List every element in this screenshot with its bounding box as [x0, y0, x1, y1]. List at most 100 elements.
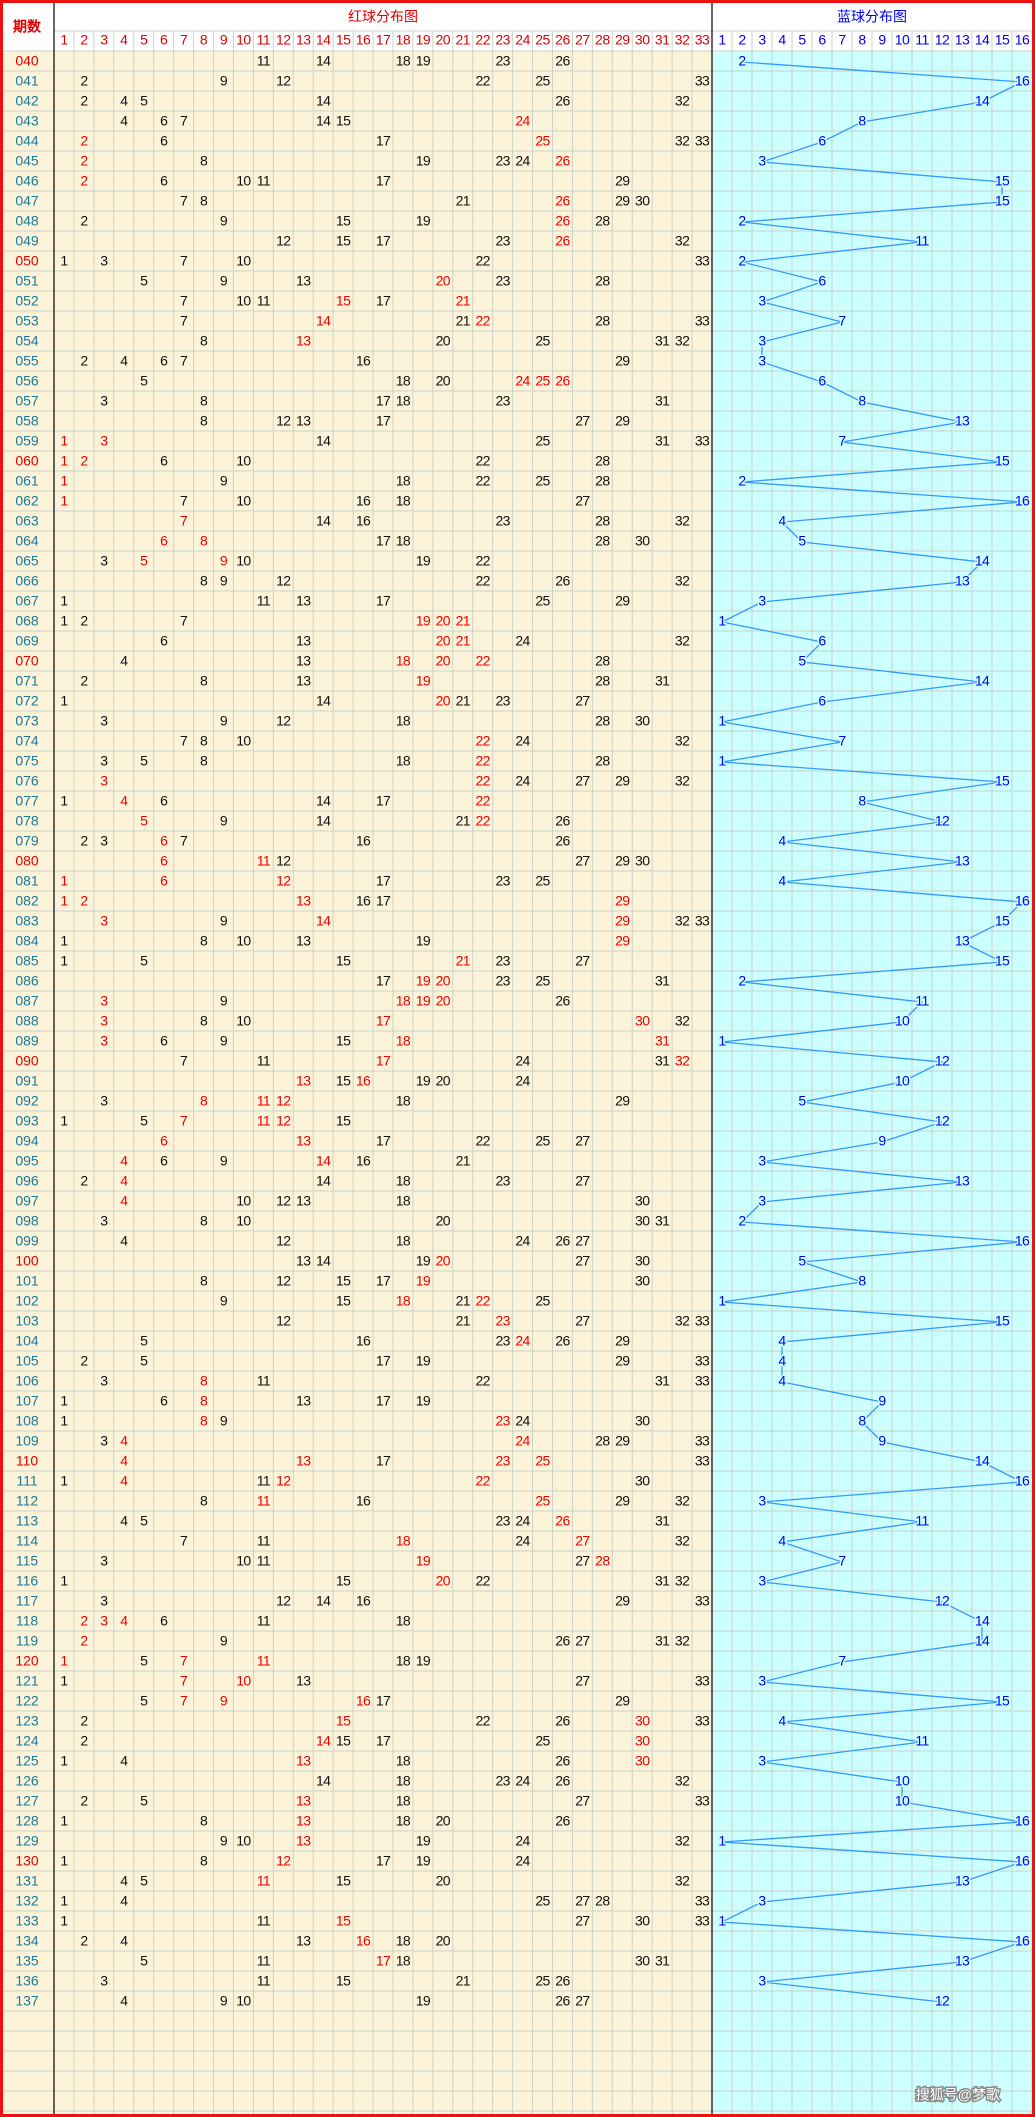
red-number: 11: [257, 1493, 271, 1509]
red-number: 27: [575, 1253, 590, 1269]
red-number: 33: [695, 1313, 710, 1329]
red-number: 15: [336, 1113, 351, 1129]
period: 117: [16, 1593, 39, 1609]
red-number: 25: [535, 1293, 550, 1309]
red-number: 18: [396, 1613, 411, 1629]
red-number: 18: [396, 1173, 411, 1189]
red-number: 21: [456, 953, 471, 969]
red-number: 19: [416, 993, 431, 1009]
red-number: 6: [160, 453, 168, 469]
red-number: 7: [180, 353, 188, 369]
red-number: 29: [615, 1493, 630, 1509]
red-number: 14: [316, 93, 331, 109]
period: 074: [15, 733, 39, 749]
red-number: 27: [575, 773, 590, 789]
red-number: 8: [200, 413, 208, 429]
red-number: 2: [80, 833, 88, 849]
red-column-label: 4: [120, 32, 128, 48]
period: 046: [15, 173, 39, 189]
red-number: 30: [635, 1713, 650, 1729]
blue-number: 3: [758, 293, 766, 309]
period: 118: [16, 1613, 39, 1629]
period: 113: [16, 1513, 39, 1529]
red-number: 3: [100, 1433, 108, 1449]
blue-number: 2: [738, 253, 746, 269]
red-number: 12: [276, 1473, 291, 1489]
red-number: 15: [336, 293, 351, 309]
blue-number: 15: [995, 453, 1010, 469]
red-number: 8: [200, 1853, 208, 1869]
red-number: 3: [100, 1033, 108, 1049]
blue-number: 9: [878, 1393, 886, 1409]
red-number: 21: [456, 193, 471, 209]
red-number: 27: [575, 693, 590, 709]
red-number: 1: [60, 253, 68, 269]
period: 094: [15, 1133, 39, 1149]
blue-number: 2: [738, 473, 746, 489]
red-number: 6: [160, 1153, 168, 1169]
red-number: 19: [416, 1553, 431, 1569]
red-number: 10: [236, 1993, 251, 2009]
red-number: 18: [396, 1193, 411, 1209]
red-number: 32: [675, 633, 690, 649]
red-number: 1: [60, 933, 68, 949]
red-number: 14: [316, 1733, 331, 1749]
red-number: 29: [615, 353, 630, 369]
red-number: 26: [555, 1633, 570, 1649]
red-number: 33: [695, 313, 710, 329]
period: 081: [15, 873, 39, 889]
blue-number: 10: [895, 1073, 910, 1089]
red-number: 20: [436, 1253, 451, 1269]
red-number: 29: [615, 1353, 630, 1369]
red-number: 13: [296, 1453, 311, 1469]
red-number: 23: [495, 233, 510, 249]
red-number: 19: [416, 1393, 431, 1409]
period: 125: [15, 1753, 39, 1769]
red-number: 29: [615, 413, 630, 429]
blue-number: 14: [975, 93, 990, 109]
red-column-label: 28: [595, 32, 610, 48]
red-number: 17: [376, 1273, 391, 1289]
red-number: 26: [555, 1713, 570, 1729]
period: 136: [15, 1973, 39, 1989]
red-number: 3: [100, 1553, 108, 1569]
blue-number: 4: [778, 1333, 786, 1349]
red-number: 6: [160, 353, 168, 369]
red-number: 5: [140, 813, 148, 829]
red-number: 14: [316, 793, 331, 809]
red-number: 1: [60, 1393, 68, 1409]
red-number: 26: [555, 1753, 570, 1769]
period: 090: [15, 1053, 39, 1069]
red-number: 23: [495, 53, 510, 69]
red-number: 24: [515, 1533, 530, 1549]
blue-number: 13: [955, 413, 970, 429]
red-number: 14: [316, 1153, 331, 1169]
red-number: 10: [236, 493, 251, 509]
red-number: 5: [140, 93, 148, 109]
red-number: 16: [356, 833, 371, 849]
blue-number: 8: [858, 113, 866, 129]
blue-number: 3: [758, 593, 766, 609]
red-number: 27: [575, 1173, 590, 1189]
blue-number: 1: [718, 1913, 726, 1929]
period: 088: [15, 1013, 39, 1029]
blue-column-label: 10: [895, 32, 910, 48]
red-number: 20: [436, 653, 451, 669]
red-number: 32: [675, 1833, 690, 1849]
red-number: 15: [336, 233, 351, 249]
red-number: 19: [416, 213, 431, 229]
red-number: 13: [296, 1793, 311, 1809]
red-number: 12: [276, 73, 291, 89]
red-number: 12: [276, 1093, 291, 1109]
red-number: 19: [416, 933, 431, 949]
red-number: 27: [575, 1793, 590, 1809]
red-number: 3: [100, 773, 108, 789]
period: 100: [15, 1253, 39, 1269]
period: 067: [15, 593, 39, 609]
red-number: 15: [336, 953, 351, 969]
red-number: 25: [535, 133, 550, 149]
red-number: 13: [296, 333, 311, 349]
red-number: 18: [396, 533, 411, 549]
period: 053: [15, 313, 39, 329]
red-number: 27: [575, 1913, 590, 1929]
